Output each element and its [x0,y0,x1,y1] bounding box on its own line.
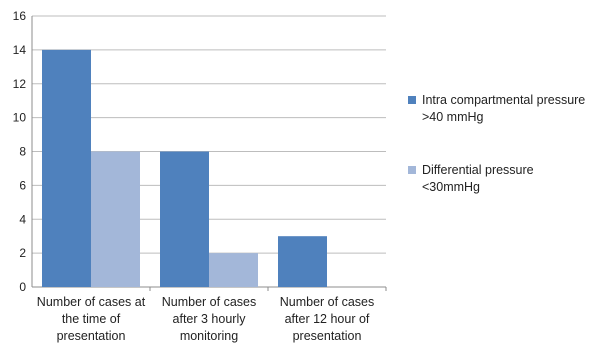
bar-series-1 [42,49,91,287]
y-tick-label: 2 [19,246,26,260]
bar-series-1 [160,151,209,287]
legend-label-line: Differential pressure [422,163,534,177]
bar-series-2 [91,151,140,287]
x-category-label: presentation [293,329,362,343]
legend-swatch-intra-compartmental [408,96,416,104]
legend: Intra compartmental pressure >40 mmHg Di… [408,92,593,196]
legend-label-line: >40 mmHg [422,110,484,124]
x-category-label: presentation [57,329,126,343]
y-tick-label: 6 [19,178,26,192]
y-tick-label: 4 [19,212,26,226]
legend-label-line: Intra compartmental pressure [422,93,586,107]
y-tick-label: 16 [13,9,27,23]
y-tick-label: 14 [13,43,27,57]
y-tick-label: 0 [19,280,26,294]
y-tick-label: 12 [13,77,27,91]
legend-item-intra-compartmental: Intra compartmental pressure >40 mmHg [408,92,593,126]
legend-label-line: <30mmHg [422,180,481,194]
x-category-label: Number of cases at [37,295,146,309]
x-category-label: the time of [62,312,121,326]
x-category-label: after 12 hour of [285,312,370,326]
x-category-label: after 3 hourly [173,312,247,326]
bar-series-1 [278,236,327,287]
x-category-label: Number of cases [162,295,256,309]
x-category-label: monitoring [180,329,238,343]
x-category-label: Number of cases [280,295,374,309]
y-tick-label: 10 [13,111,27,125]
y-tick-label: 8 [19,145,26,159]
legend-item-differential: Differential pressure <30mmHg [408,162,593,196]
bar-series-2 [209,253,258,287]
legend-swatch-differential [408,166,416,174]
